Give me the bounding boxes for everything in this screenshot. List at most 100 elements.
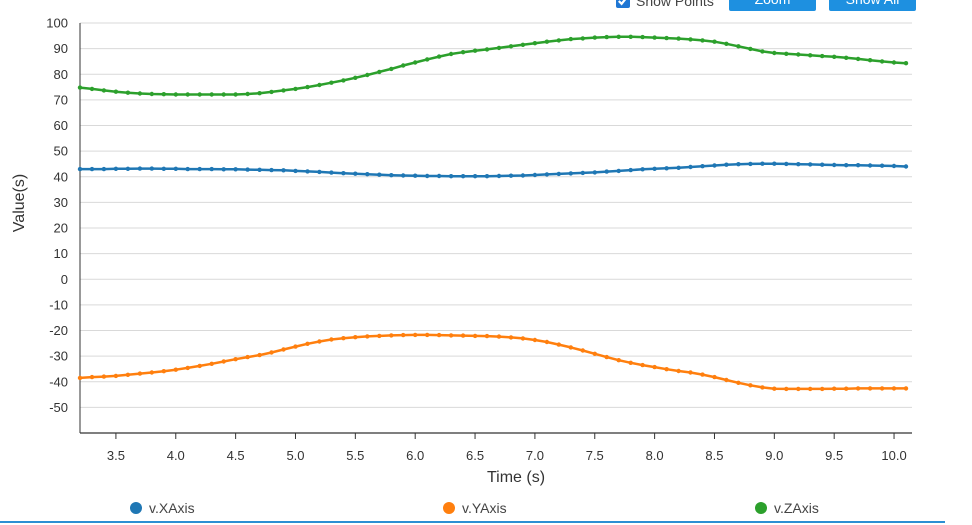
- data-point-v-xaxis[interactable]: [544, 172, 550, 177]
- data-point-v-zaxis[interactable]: [568, 36, 573, 42]
- data-point-v-yaxis[interactable]: [664, 367, 669, 372]
- series-line-v-yaxis[interactable]: [78, 333, 908, 391]
- data-point-v-xaxis[interactable]: [784, 161, 789, 167]
- data-point-v-yaxis[interactable]: [149, 370, 154, 375]
- data-point-v-yaxis[interactable]: [688, 370, 693, 375]
- data-point-v-yaxis[interactable]: [245, 354, 250, 360]
- data-point-v-yaxis[interactable]: [604, 354, 609, 360]
- data-point-v-xaxis[interactable]: [760, 161, 765, 166]
- data-point-v-yaxis[interactable]: [293, 344, 298, 349]
- data-point-v-xaxis[interactable]: [389, 173, 394, 178]
- data-point-v-yaxis[interactable]: [712, 374, 717, 380]
- data-point-v-zaxis[interactable]: [257, 91, 262, 96]
- data-point-v-zaxis[interactable]: [616, 34, 621, 39]
- data-point-v-zaxis[interactable]: [353, 75, 358, 81]
- data-point-v-xaxis[interactable]: [820, 162, 825, 167]
- data-point-v-yaxis[interactable]: [125, 372, 131, 377]
- data-point-v-zaxis[interactable]: [305, 84, 310, 90]
- data-point-v-xaxis[interactable]: [245, 167, 250, 172]
- data-point-v-yaxis[interactable]: [532, 337, 538, 343]
- data-point-v-yaxis[interactable]: [760, 385, 765, 390]
- data-point-v-xaxis[interactable]: [616, 168, 621, 174]
- data-point-v-xaxis[interactable]: [401, 173, 406, 178]
- data-point-v-zaxis[interactable]: [137, 91, 143, 96]
- data-point-v-yaxis[interactable]: [796, 386, 801, 392]
- data-point-v-yaxis[interactable]: [784, 386, 789, 392]
- data-point-v-yaxis[interactable]: [772, 386, 777, 391]
- data-point-v-yaxis[interactable]: [436, 332, 442, 338]
- data-point-v-zaxis[interactable]: [245, 91, 250, 97]
- data-point-v-zaxis[interactable]: [77, 85, 83, 90]
- show-all-button[interactable]: Show All: [829, 0, 916, 11]
- data-point-v-xaxis[interactable]: [592, 170, 597, 175]
- data-point-v-xaxis[interactable]: [604, 169, 609, 174]
- data-point-v-zaxis[interactable]: [808, 53, 813, 58]
- data-point-v-yaxis[interactable]: [867, 386, 873, 391]
- data-point-v-xaxis[interactable]: [448, 174, 454, 179]
- data-point-v-zaxis[interactable]: [520, 42, 526, 47]
- data-point-v-xaxis[interactable]: [736, 162, 741, 167]
- legend-item-y[interactable]: v.YAxis: [443, 500, 507, 516]
- data-point-v-xaxis[interactable]: [425, 173, 430, 179]
- data-point-v-yaxis[interactable]: [341, 336, 346, 341]
- data-point-v-zaxis[interactable]: [796, 52, 801, 57]
- data-point-v-zaxis[interactable]: [293, 86, 298, 92]
- legend-item-x[interactable]: v.XAxis: [130, 500, 195, 516]
- data-point-v-zaxis[interactable]: [580, 36, 585, 41]
- data-point-v-xaxis[interactable]: [89, 166, 95, 172]
- data-point-v-zaxis[interactable]: [508, 44, 514, 49]
- data-point-v-yaxis[interactable]: [820, 386, 825, 392]
- data-point-v-yaxis[interactable]: [891, 386, 897, 391]
- data-point-v-zaxis[interactable]: [209, 92, 214, 97]
- data-point-v-xaxis[interactable]: [113, 166, 119, 171]
- data-point-v-xaxis[interactable]: [161, 166, 166, 171]
- data-point-v-yaxis[interactable]: [724, 377, 729, 383]
- data-point-v-yaxis[interactable]: [832, 386, 837, 391]
- data-point-v-yaxis[interactable]: [640, 362, 645, 368]
- data-point-v-yaxis[interactable]: [137, 371, 143, 376]
- data-point-v-yaxis[interactable]: [508, 335, 514, 340]
- data-point-v-zaxis[interactable]: [329, 80, 334, 85]
- data-point-v-xaxis[interactable]: [101, 166, 107, 172]
- data-point-v-xaxis[interactable]: [305, 169, 310, 174]
- data-point-v-zaxis[interactable]: [365, 72, 370, 78]
- data-point-v-yaxis[interactable]: [903, 386, 909, 391]
- data-point-v-xaxis[interactable]: [568, 171, 573, 176]
- data-point-v-zaxis[interactable]: [628, 34, 633, 39]
- data-point-v-xaxis[interactable]: [233, 167, 238, 172]
- data-point-v-zaxis[interactable]: [460, 50, 466, 55]
- data-point-v-yaxis[interactable]: [425, 332, 430, 338]
- data-point-v-xaxis[interactable]: [484, 174, 490, 179]
- data-point-v-zaxis[interactable]: [448, 51, 454, 57]
- data-point-v-xaxis[interactable]: [652, 166, 657, 171]
- data-point-v-xaxis[interactable]: [628, 167, 633, 173]
- data-point-v-xaxis[interactable]: [377, 172, 382, 177]
- data-point-v-zaxis[interactable]: [377, 69, 382, 75]
- data-point-v-xaxis[interactable]: [185, 166, 190, 172]
- data-point-v-xaxis[interactable]: [173, 166, 178, 171]
- data-point-v-yaxis[interactable]: [353, 335, 358, 340]
- data-point-v-yaxis[interactable]: [161, 369, 166, 374]
- data-point-v-yaxis[interactable]: [472, 333, 478, 339]
- data-point-v-xaxis[interactable]: [460, 174, 466, 179]
- data-point-v-zaxis[interactable]: [161, 92, 166, 97]
- data-point-v-xaxis[interactable]: [520, 173, 526, 178]
- data-point-v-zaxis[interactable]: [903, 61, 909, 66]
- data-point-v-yaxis[interactable]: [460, 333, 466, 338]
- data-point-v-xaxis[interactable]: [197, 166, 202, 172]
- series-line-v-zaxis[interactable]: [78, 35, 908, 96]
- data-point-v-zaxis[interactable]: [844, 55, 849, 60]
- data-point-v-xaxis[interactable]: [580, 170, 585, 176]
- data-point-v-zaxis[interactable]: [389, 66, 394, 72]
- series-line-v-xaxis[interactable]: [78, 162, 908, 178]
- data-point-v-xaxis[interactable]: [903, 164, 909, 169]
- data-point-v-xaxis[interactable]: [125, 166, 131, 171]
- data-point-v-xaxis[interactable]: [879, 163, 885, 168]
- data-point-v-yaxis[interactable]: [209, 361, 214, 366]
- data-point-v-yaxis[interactable]: [736, 380, 741, 385]
- data-point-v-xaxis[interactable]: [281, 168, 286, 173]
- data-point-v-xaxis[interactable]: [329, 170, 334, 175]
- data-point-v-xaxis[interactable]: [844, 163, 849, 168]
- data-point-v-yaxis[interactable]: [808, 386, 813, 392]
- data-point-v-xaxis[interactable]: [472, 174, 478, 179]
